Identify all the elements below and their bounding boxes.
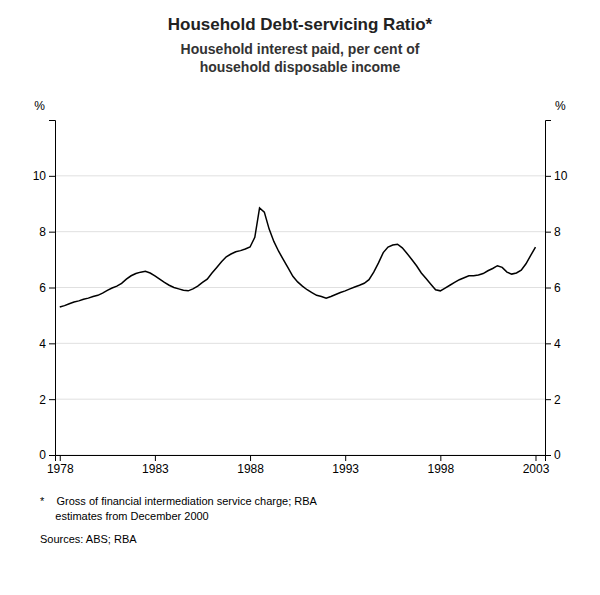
y-tick: 8 <box>39 225 55 239</box>
footnote: Sources: ABS; RBA <box>40 533 137 545</box>
x-tick-label: 2003 <box>523 462 550 476</box>
y-tick-mark <box>49 176 55 177</box>
y-tick: 2 <box>39 393 55 407</box>
x-tick-mark <box>60 455 61 461</box>
chart-container: Household Debt-servicing Ratio* Household… <box>0 0 600 595</box>
y-tick-mark <box>49 343 55 344</box>
y-tick-mark <box>49 455 55 456</box>
y2-tick: 4 <box>545 337 561 351</box>
x-tick-mark <box>535 455 536 461</box>
marks <box>60 208 536 307</box>
y2-axis-label: % <box>555 99 566 113</box>
x-tick: 1998 <box>427 455 454 476</box>
plot-area: 1978 1983 1988 1993 1998 2003 0 2 4 6 8 10 0 2 4 6 8 10 <box>33 121 568 476</box>
x-tick-mark <box>440 455 441 461</box>
y2-tick-mark <box>545 455 551 456</box>
y-tick-mark <box>49 232 55 233</box>
y-tick-mark <box>49 399 55 400</box>
x-tick-label: 1988 <box>237 462 264 476</box>
x-tick: 1983 <box>142 455 169 476</box>
y2-tick-label: 8 <box>554 225 561 239</box>
x-tick-mark <box>250 455 251 461</box>
y2-tick-mark <box>545 176 551 177</box>
footnote: * Gross of financial intermediation serv… <box>40 495 318 507</box>
y2-tick-label: 2 <box>554 393 561 407</box>
x-tick-mark <box>345 455 346 461</box>
y2-tick: 0 <box>545 448 561 462</box>
grid-line <box>55 231 545 232</box>
grid <box>55 176 545 455</box>
y2-axis: 0 2 4 6 8 10 <box>545 121 568 463</box>
y2-tick: 10 <box>545 169 568 183</box>
y2-tick-label: 0 <box>554 448 561 462</box>
subtitle: Household interest paid, per cent of <box>181 41 420 57</box>
x-axis-line <box>56 456 546 462</box>
chart-svg: Household Debt-servicing Ratio* Household… <box>0 0 600 595</box>
y2-tick: 8 <box>545 225 561 239</box>
title: Household Debt-servicing Ratio* <box>168 15 433 34</box>
y2-tick-label: 4 <box>554 337 561 351</box>
x-tick: 1988 <box>237 455 264 476</box>
y2-tick-mark <box>545 343 551 344</box>
y2-tick-label: 6 <box>554 281 561 295</box>
footnote: estimates from December 2000 <box>40 510 209 522</box>
x-tick: 1978 <box>47 455 74 476</box>
y-tick-label: 0 <box>39 448 46 462</box>
x-tick-label: 1998 <box>427 462 454 476</box>
y-axis-label: % <box>34 99 45 113</box>
y-tick: 10 <box>33 169 55 183</box>
grid-line <box>55 343 545 344</box>
grid-line <box>55 287 545 288</box>
y2-tick-label: 10 <box>554 169 568 183</box>
y-tick-label: 4 <box>39 337 46 351</box>
x-tick-label: 1978 <box>47 462 74 476</box>
y-tick-mark <box>49 288 55 289</box>
y-tick: 4 <box>39 337 55 351</box>
y2-tick: 6 <box>545 281 561 295</box>
y-tick-label: 2 <box>39 393 46 407</box>
y-tick: 6 <box>39 281 55 295</box>
subtitle: household disposable income <box>200 59 401 75</box>
y2-tick-mark <box>545 232 551 233</box>
y2-axis-line <box>546 121 552 456</box>
grid-line <box>55 175 545 176</box>
y-tick-label: 8 <box>39 225 46 239</box>
x-tick-label: 1983 <box>142 462 169 476</box>
y2-tick-mark <box>545 399 551 400</box>
y-tick-label: 6 <box>39 281 46 295</box>
y-axis: 0 2 4 6 8 10 <box>33 121 56 463</box>
y-tick-label: 10 <box>33 169 47 183</box>
x-tick: 2003 <box>523 455 550 476</box>
grid-line <box>55 399 545 400</box>
x-axis: 1978 1983 1988 1993 1998 2003 <box>47 455 550 476</box>
x-tick: 1993 <box>332 455 359 476</box>
y2-tick: 2 <box>545 393 561 407</box>
data-line <box>60 208 536 307</box>
y-axis-line <box>49 121 56 456</box>
y-tick: 0 <box>39 448 55 462</box>
x-tick-mark <box>155 455 156 461</box>
y2-tick-mark <box>545 288 551 289</box>
x-tick-label: 1993 <box>332 462 359 476</box>
